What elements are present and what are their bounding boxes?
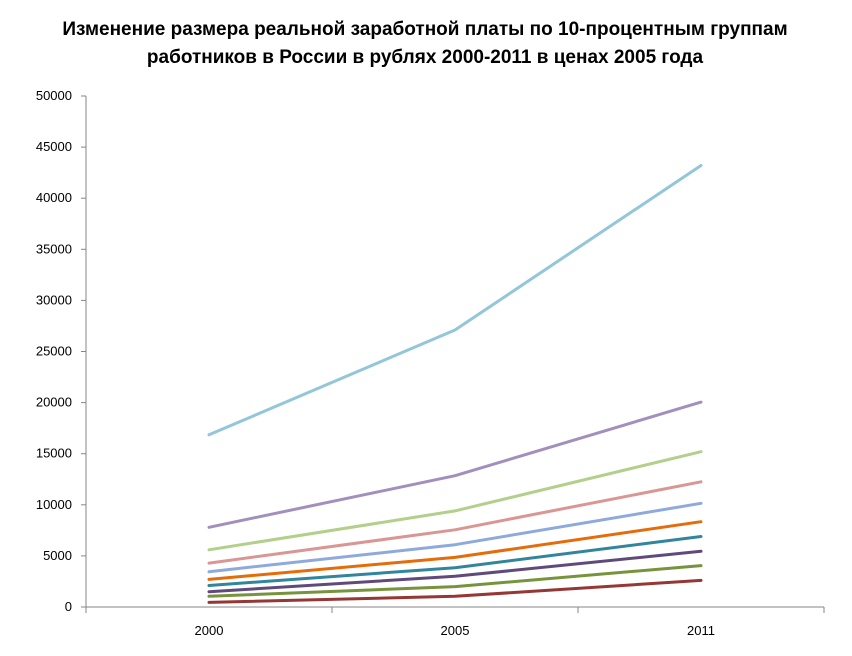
y-tick-labels: 0 5000 10000 15000 20000 25000 30000 35000 40000… — [36, 88, 72, 614]
y-tick-label: 10000 — [36, 497, 72, 512]
y-tick-label: 25000 — [36, 344, 72, 359]
x-tick-labels: 2000 2005 2011 — [195, 623, 715, 638]
y-tick-label: 35000 — [36, 241, 72, 256]
series-line-3 — [207, 549, 703, 594]
y-tick-label: 20000 — [36, 395, 72, 410]
y-tick-label: 45000 — [36, 139, 72, 154]
y-tick-label: 40000 — [36, 190, 72, 205]
chart-title: Изменение размера реальной заработной пл… — [62, 19, 788, 68]
series-line-1 — [207, 578, 703, 604]
series-line-8 — [207, 450, 703, 552]
x-tick-label: 2005 — [441, 623, 470, 638]
series-line-7 — [207, 480, 703, 565]
y-tick-label: 5000 — [43, 548, 72, 563]
series-line-6 — [207, 501, 703, 574]
series-line-2 — [207, 564, 703, 598]
series-lines — [207, 164, 703, 604]
x-tick-label: 2011 — [687, 623, 715, 638]
y-tick-label: 50000 — [36, 88, 72, 103]
y-tick-label: 15000 — [36, 446, 72, 461]
axes — [81, 95, 825, 613]
y-tick-label: 0 — [65, 599, 72, 614]
x-tick-label: 2000 — [195, 623, 224, 638]
series-line-5 — [207, 520, 703, 581]
series-line-4 — [207, 535, 703, 587]
series-line-9 — [207, 400, 703, 529]
series-line-10 — [207, 164, 703, 437]
y-tick-label: 30000 — [36, 292, 72, 307]
